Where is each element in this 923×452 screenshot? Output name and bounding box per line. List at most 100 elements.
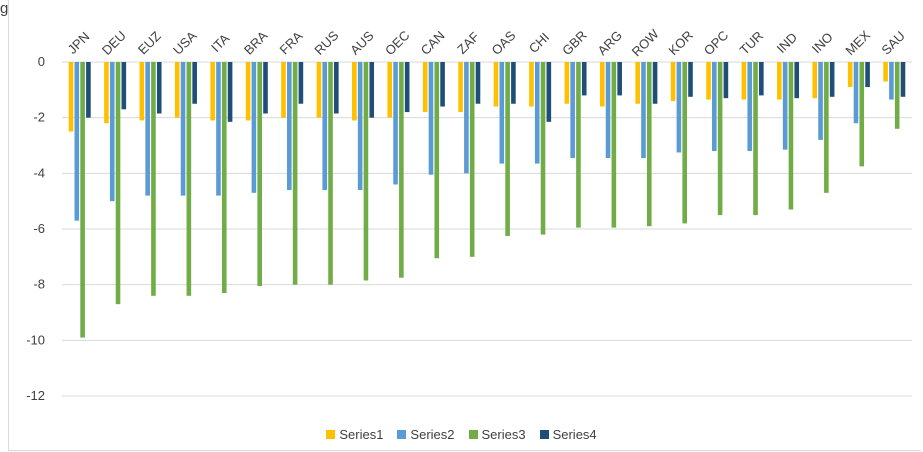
bar-fra-series2 — [287, 62, 292, 191]
bar-can-series2 — [428, 62, 434, 175]
bar-zaf-series1 — [458, 62, 463, 113]
y-tick-label: -10 — [26, 332, 45, 347]
category-label-sau: SAU — [878, 28, 908, 58]
bar-jpn-series2 — [74, 62, 80, 221]
legend-item-series4: Series4 — [539, 427, 597, 442]
category-label-fra: FRA — [277, 28, 306, 57]
bar-chi-series1 — [529, 62, 534, 107]
category-label-jpn: JPN — [65, 29, 93, 57]
bar-ino-series3 — [824, 62, 829, 193]
y-tick-label: -6 — [33, 221, 45, 236]
category-label-bra: BRA — [241, 28, 271, 58]
category-label-tur: TUR — [737, 28, 766, 57]
bar-deu-series3 — [115, 62, 121, 305]
bar-arg-series2 — [605, 62, 611, 159]
category-label-zaf: ZAF — [454, 29, 482, 57]
bar-bra-series4 — [263, 62, 268, 114]
bar-ita-series4 — [227, 62, 233, 122]
bar-arg-series1 — [599, 62, 605, 107]
bar-euz-series3 — [151, 62, 156, 296]
bar-deu-series2 — [109, 62, 115, 202]
bar-ind-series2 — [782, 62, 788, 150]
bar-ind-series1 — [777, 62, 782, 100]
bar-sau-series4 — [900, 62, 906, 97]
bar-mex-series1 — [847, 62, 853, 88]
gridlines — [62, 61, 912, 397]
bar-bra-series1 — [245, 62, 251, 121]
bar-usa-series3 — [186, 62, 192, 296]
category-label-ita: ITA — [208, 30, 232, 54]
bar-zaf-series4 — [475, 62, 481, 104]
bar-oas-series4 — [511, 62, 516, 104]
bar-usa-series1 — [174, 62, 180, 118]
bar-euz-series4 — [156, 62, 162, 114]
bar-oas-series2 — [499, 62, 505, 164]
bar-gbr-series4 — [581, 62, 587, 96]
legend-item-series1: Series1 — [326, 427, 383, 442]
category-label-row: ROW — [629, 26, 663, 60]
category-label-oas: OAS — [489, 28, 519, 58]
legend-label: Series4 — [552, 427, 597, 442]
bar-ino-series4 — [829, 62, 835, 97]
category-label-euz: EUZ — [135, 28, 164, 57]
bar-ita-series3 — [221, 62, 227, 294]
bar-rus-series3 — [328, 62, 333, 285]
bar-usa-series4 — [192, 62, 197, 104]
bar-can-series1 — [422, 62, 428, 113]
bar-jpn-series1 — [68, 62, 74, 132]
legend-swatch — [539, 430, 549, 439]
bar-tur-series1 — [741, 62, 747, 100]
y-tick-label: 0 — [38, 54, 45, 69]
y-tick-label: -2 — [33, 110, 45, 125]
category-label-oec: OEC — [382, 28, 413, 59]
legend-label: Series2 — [410, 427, 455, 442]
bar-oec-series1 — [387, 62, 393, 118]
category-label-can: CAN — [418, 28, 448, 58]
y-tick-label: -4 — [33, 165, 45, 180]
bar-euz-series1 — [139, 62, 145, 121]
bar-arg-series3 — [611, 62, 617, 228]
bar-usa-series2 — [180, 62, 186, 196]
bar-mex-series4 — [865, 62, 870, 88]
category-label-ind: IND — [774, 30, 800, 56]
bar-chi-series2 — [534, 62, 540, 164]
bar-fra-series1 — [281, 62, 286, 118]
bar-can-series3 — [434, 62, 440, 259]
bar-jpn-series3 — [80, 62, 85, 338]
y-axis-ticks: 0 -2 -4 -6 -8 -10 -12 — [26, 54, 45, 403]
bar-oas-series1 — [493, 62, 499, 107]
category-label-kor: KOR — [665, 28, 696, 59]
legend-item-series2: Series2 — [397, 427, 455, 442]
bar-chi-series4 — [546, 62, 552, 122]
bar-tur-series3 — [753, 62, 758, 216]
bar-opc-series1 — [706, 62, 711, 100]
category-label-deu: DEU — [99, 28, 129, 58]
bar-row-series3 — [646, 62, 652, 227]
bar-oec-series2 — [393, 62, 398, 185]
category-label-arg: ARG — [595, 28, 626, 59]
bar-rus-series4 — [334, 62, 339, 114]
bar-ind-series4 — [794, 62, 800, 99]
bar-gbr-series1 — [564, 62, 570, 104]
bar-oas-series3 — [505, 62, 510, 236]
category-label-usa: USA — [170, 28, 200, 58]
legend-swatch — [468, 430, 478, 439]
bar-opc-series3 — [717, 62, 723, 216]
category-label-chi: CHI — [526, 30, 552, 56]
bar-aus-series2 — [357, 62, 363, 191]
bar-ita-series2 — [216, 62, 221, 196]
bar-opc-series2 — [712, 62, 717, 152]
bar-gbr-series3 — [576, 62, 581, 228]
bar-kor-series4 — [688, 62, 693, 97]
bar-fra-series3 — [292, 62, 298, 285]
bar-oec-series3 — [399, 62, 404, 278]
legend-label: Series1 — [339, 427, 384, 442]
bar-fra-series4 — [298, 62, 304, 104]
bar-sau-series3 — [894, 62, 900, 129]
bar-arg-series4 — [617, 62, 622, 96]
bar-gbr-series2 — [570, 62, 575, 159]
bars — [68, 62, 906, 338]
bar-bra-series3 — [257, 62, 262, 287]
bar-ino-series2 — [818, 62, 823, 140]
